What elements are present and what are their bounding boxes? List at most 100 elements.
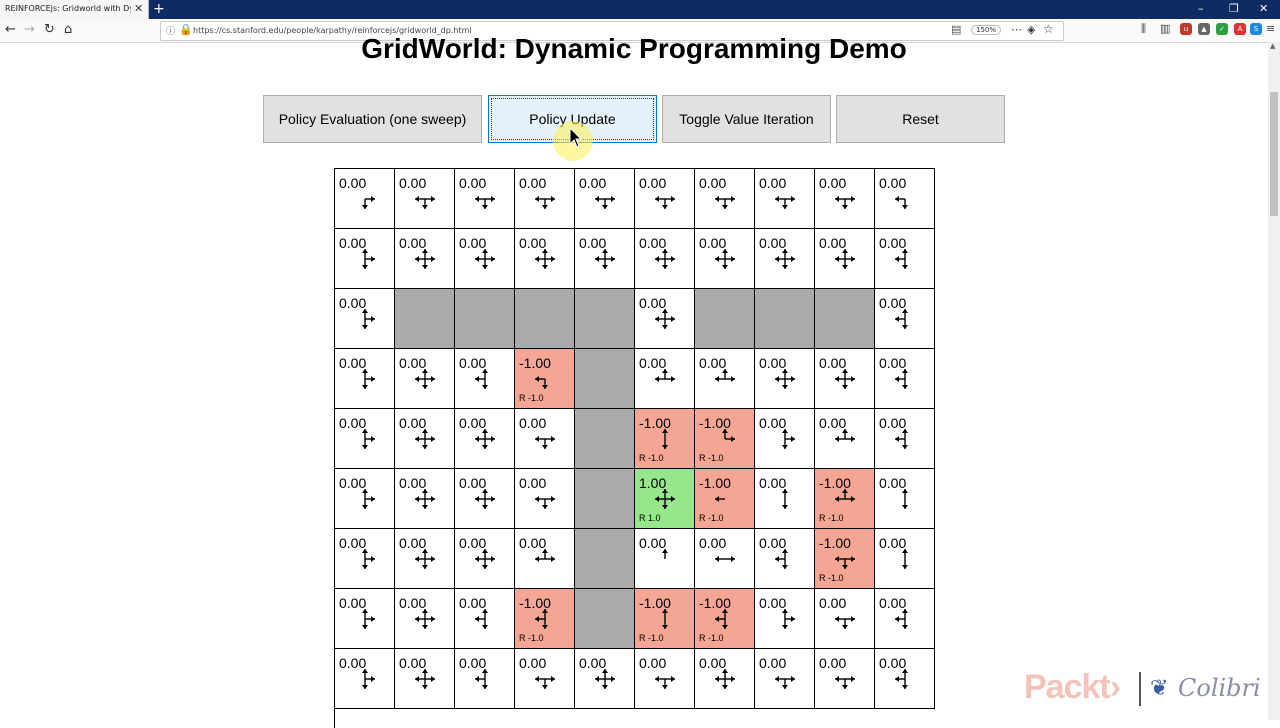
browser-tab[interactable]: REINFORCEjs: Gridworld with Dyna... ✕: [0, 0, 149, 19]
grid-cell[interactable]: 0.00: [815, 349, 875, 409]
grid-cell-wall[interactable]: [815, 289, 875, 349]
grid-cell[interactable]: 0.00: [875, 169, 935, 229]
grid-cell[interactable]: 0.00: [635, 289, 695, 349]
forward-icon[interactable]: →: [24, 22, 35, 37]
grid-cell[interactable]: 0.00: [395, 229, 455, 289]
grid-cell[interactable]: 0.00: [875, 529, 935, 589]
home-icon[interactable]: ⌂: [64, 22, 73, 37]
grid-cell[interactable]: 0.00: [755, 169, 815, 229]
grid-cell[interactable]: 0.00: [455, 649, 515, 709]
grid-cell[interactable]: 0.00: [455, 529, 515, 589]
grid-cell[interactable]: 0.00: [455, 589, 515, 649]
grid-cell[interactable]: -1.00 R -1.0: [695, 409, 755, 469]
grid-cell[interactable]: 0.00: [455, 469, 515, 529]
grid-cell[interactable]: -1.00 R -1.0: [695, 589, 755, 649]
extension-green-icon[interactable]: ✓: [1216, 23, 1228, 35]
grid-cell[interactable]: 0.00: [515, 649, 575, 709]
scrollbar[interactable]: ▲: [1268, 42, 1280, 720]
grid-cell[interactable]: 0.00: [515, 409, 575, 469]
grid-cell[interactable]: 0.00: [815, 589, 875, 649]
reload-icon[interactable]: ↻: [44, 22, 55, 37]
grid-cell[interactable]: 0.00: [515, 229, 575, 289]
grid-cell[interactable]: 0.00: [455, 349, 515, 409]
grid-cell[interactable]: -1.00 R -1.0: [515, 589, 575, 649]
back-icon[interactable]: ←: [5, 22, 16, 37]
info-icon[interactable]: ⓘ: [166, 27, 176, 37]
grid-cell[interactable]: -1.00 R -1.0: [635, 589, 695, 649]
reset-button[interactable]: Reset: [836, 95, 1005, 143]
grid-cell[interactable]: 0.00: [755, 409, 815, 469]
lock-icon[interactable]: 🔒: [179, 23, 193, 36]
grid-cell-wall[interactable]: [575, 289, 635, 349]
grid-cell[interactable]: 0.00: [815, 409, 875, 469]
grid-cell[interactable]: 0.00: [755, 589, 815, 649]
grid-cell[interactable]: 0.00: [875, 409, 935, 469]
extension-icon[interactable]: ▲: [1198, 23, 1210, 35]
url-bar[interactable]: ⓘ 🔒 https://cs.stanford.edu/people/karpa…: [160, 21, 1064, 41]
extension-ublock-icon[interactable]: u: [1180, 23, 1192, 35]
grid-cell[interactable]: 0.00: [635, 229, 695, 289]
pocket-icon[interactable]: ◈: [1027, 23, 1036, 36]
grid-cell[interactable]: 0.00: [395, 469, 455, 529]
grid-cell[interactable]: 0.00: [395, 589, 455, 649]
grid-cell-wall[interactable]: [575, 349, 635, 409]
grid-cell[interactable]: -1.00 R -1.0: [815, 469, 875, 529]
grid-cell[interactable]: 0.00: [875, 589, 935, 649]
grid-cell[interactable]: 1.00 R 1.0: [635, 469, 695, 529]
grid-cell[interactable]: 0.00: [455, 169, 515, 229]
grid-cell[interactable]: 0.00: [335, 649, 395, 709]
grid-cell[interactable]: 0.00: [695, 229, 755, 289]
grid-cell-wall[interactable]: [575, 409, 635, 469]
grid-cell[interactable]: 0.00: [875, 469, 935, 529]
grid-cell[interactable]: 0.00: [335, 589, 395, 649]
grid-cell[interactable]: 0.00: [335, 409, 395, 469]
grid-cell[interactable]: 0.00: [335, 469, 395, 529]
grid-cell[interactable]: 0.00: [755, 229, 815, 289]
grid-cell[interactable]: -1.00 R -1.0: [815, 529, 875, 589]
grid-cell[interactable]: 0.00: [515, 169, 575, 229]
grid-cell-wall[interactable]: [395, 289, 455, 349]
grid-cell[interactable]: 0.00: [695, 169, 755, 229]
grid-cell[interactable]: 0.00: [395, 409, 455, 469]
grid-cell[interactable]: -1.00 R -1.0: [515, 349, 575, 409]
grid-cell[interactable]: -1.00 R -1.0: [695, 469, 755, 529]
grid-cell[interactable]: 0.00: [755, 649, 815, 709]
sidebar-icon[interactable]: ▥: [1160, 22, 1171, 35]
grid-cell[interactable]: 0.00: [635, 169, 695, 229]
reader-view-icon[interactable]: ▤: [951, 23, 962, 36]
grid-cell[interactable]: 0.00: [815, 229, 875, 289]
grid-cell[interactable]: 0.00: [515, 469, 575, 529]
library-icon[interactable]: ⫼: [1141, 22, 1147, 35]
grid-cell[interactable]: 0.00: [575, 649, 635, 709]
grid-cell[interactable]: 0.00: [635, 649, 695, 709]
policy-evaluation-button[interactable]: Policy Evaluation (one sweep): [263, 95, 482, 143]
scroll-up-icon[interactable]: ▲: [1270, 42, 1276, 50]
grid-cell[interactable]: 0.00: [395, 349, 455, 409]
grid-cell[interactable]: 0.00: [335, 169, 395, 229]
grid-cell[interactable]: 0.00: [875, 229, 935, 289]
grid-cell[interactable]: 0.00: [395, 529, 455, 589]
grid-cell[interactable]: 0.00: [635, 349, 695, 409]
grid-cell-wall[interactable]: [575, 529, 635, 589]
grid-cell[interactable]: 0.00: [575, 229, 635, 289]
new-tab-icon[interactable]: +: [153, 1, 165, 17]
bookmark-star-icon[interactable]: ☆: [1043, 22, 1054, 36]
close-tab-icon[interactable]: ✕: [134, 2, 144, 15]
policy-update-button[interactable]: Policy Update: [488, 95, 657, 143]
grid-cell[interactable]: 0.00: [575, 169, 635, 229]
grid-cell[interactable]: 0.00: [815, 169, 875, 229]
grid-cell[interactable]: 0.00: [335, 349, 395, 409]
restore-icon[interactable]: ❐: [1229, 2, 1239, 15]
grid-cell[interactable]: 0.00: [695, 529, 755, 589]
grid-cell[interactable]: -1.00 R -1.0: [635, 409, 695, 469]
grid-cell[interactable]: 0.00: [395, 169, 455, 229]
grid-cell-wall[interactable]: [455, 289, 515, 349]
minimize-icon[interactable]: –: [1198, 2, 1204, 15]
grid-cell-wall[interactable]: [695, 289, 755, 349]
grid-cell[interactable]: 0.00: [335, 529, 395, 589]
page-actions-icon[interactable]: ⋯: [1011, 23, 1022, 36]
grid-cell[interactable]: 0.00: [455, 229, 515, 289]
extension-blue-icon[interactable]: S: [1250, 23, 1262, 35]
grid-cell[interactable]: 0.00: [515, 529, 575, 589]
grid-cell[interactable]: 0.00: [335, 229, 395, 289]
